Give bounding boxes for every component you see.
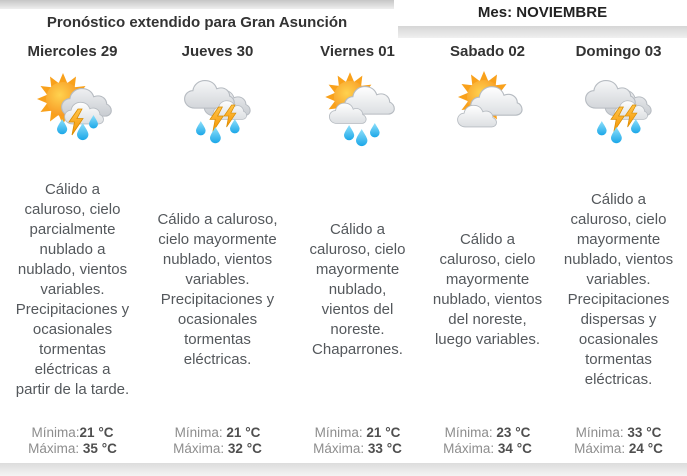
min-temp-line: Mínima: 23 °C: [443, 425, 532, 441]
forecast-description: Cálido a caluroso, cielo mayormente nubl…: [157, 211, 278, 368]
min-temp-line: Mínima: 21 °C: [313, 425, 402, 441]
max-temp-line: Máxima: 35 °C: [28, 441, 117, 457]
forecast-column: Domingo 03 Cálido a caluroso, cielo mayo…: [550, 40, 687, 463]
forecast-column: Sabado 02 Cálido a caluroso, cielo mayor…: [425, 40, 550, 463]
max-temp-line: Máxima: 34 °C: [443, 441, 532, 457]
max-temp-value: 24 °C: [628, 441, 663, 456]
month-label: Mes: NOVIEMBRE: [477, 4, 608, 21]
min-temp-value: 21 °C: [366, 425, 401, 440]
min-temp-value: 33 °C: [627, 425, 662, 440]
forecast-column: Miercoles 29 Cálido a caluroso, cielo pa…: [0, 40, 145, 463]
sun-clouds-lightning-rain-icon: [32, 67, 114, 155]
sun-clouds-rain-icon: [317, 67, 399, 155]
min-temp-line: Mínima: 33 °C: [574, 425, 663, 441]
min-temp-value: 21 °C: [79, 425, 114, 440]
max-temp-label: Máxima:: [574, 441, 629, 456]
forecast-column: Viernes 01 Cálido a caluroso, cielo mayo…: [290, 40, 425, 463]
day-name: Viernes 01: [320, 43, 395, 60]
header-row: Pronóstico extendido para Gran Asunción …: [0, 0, 687, 40]
day-name: Miercoles 29: [27, 43, 118, 60]
forecast-description: Cálido a caluroso, cielo mayormente nubl…: [309, 221, 406, 358]
min-temp-label: Mínima:: [444, 425, 497, 440]
forecast-description: Cálido a caluroso, cielo parcialmente nu…: [15, 181, 130, 398]
forecast-columns: Miercoles 29 Cálido a caluroso, cielo pa…: [0, 40, 687, 463]
temperature-block: Mínima: 21 °C Máxima: 33 °C: [313, 425, 402, 463]
max-temp-label: Máxima:: [313, 441, 368, 456]
description-wrap: Cálido a caluroso, cielo parcialmente nu…: [16, 155, 130, 425]
sun-clouds-icon: [447, 67, 529, 155]
max-temp-value: 33 °C: [367, 441, 402, 456]
bottom-band: [0, 463, 687, 476]
max-temp-label: Máxima:: [443, 441, 498, 456]
temperature-block: Mínima: 23 °C Máxima: 34 °C: [443, 425, 532, 463]
min-temp-line: Mínima:21 °C: [28, 425, 117, 441]
min-temp-value: 21 °C: [226, 425, 261, 440]
min-temp-line: Mínima: 21 °C: [173, 425, 262, 441]
page-title: Pronóstico extendido para Gran Asunción: [46, 14, 348, 31]
max-temp-line: Máxima: 24 °C: [574, 441, 663, 457]
day-name: Domingo 03: [575, 43, 662, 60]
min-temp-label: Mínima:: [575, 425, 628, 440]
description-wrap: Cálido a caluroso, cielo mayormente nubl…: [308, 155, 408, 425]
max-temp-line: Máxima: 32 °C: [173, 441, 262, 457]
header-shade-left: [0, 0, 394, 9]
max-temp-label: Máxima:: [173, 441, 228, 456]
min-temp-label: Mínima:: [314, 425, 367, 440]
temperature-block: Mínima:21 °C Máxima: 35 °C: [28, 425, 117, 463]
forecast-column: Jueves 30 Cálido a caluroso, cielo mayor…: [145, 40, 290, 463]
max-temp-value: 35 °C: [82, 441, 117, 456]
clouds-lightning-rain-icon: [578, 67, 660, 155]
max-temp-line: Máxima: 33 °C: [313, 441, 402, 457]
header-shade-right: [398, 26, 687, 38]
max-temp-label: Máxima:: [28, 441, 83, 456]
temperature-block: Mínima: 21 °C Máxima: 32 °C: [173, 425, 262, 463]
forecast-description: Cálido a caluroso, cielo mayormente nubl…: [432, 231, 543, 348]
description-wrap: Cálido a caluroso, cielo mayormente nubl…: [433, 155, 543, 425]
day-name: Sabado 02: [449, 43, 526, 60]
day-name: Jueves 30: [181, 43, 254, 60]
clouds-lightning-rain-icon: [177, 67, 259, 155]
description-wrap: Cálido a caluroso, cielo mayormente nubl…: [151, 155, 285, 425]
page-title-cell: Pronóstico extendido para Gran Asunción: [0, 0, 394, 40]
min-temp-label: Mínima:: [31, 425, 80, 440]
max-temp-value: 32 °C: [227, 441, 262, 456]
min-temp-value: 23 °C: [496, 425, 531, 440]
max-temp-value: 34 °C: [497, 441, 532, 456]
description-wrap: Cálido a caluroso, cielo mayormente nubl…: [561, 155, 677, 425]
temperature-block: Mínima: 33 °C Máxima: 24 °C: [574, 425, 663, 463]
forecast-description: Cálido a caluroso, cielo mayormente nubl…: [563, 191, 674, 388]
min-temp-label: Mínima:: [174, 425, 227, 440]
month-cell: Mes: NOVIEMBRE: [398, 0, 687, 40]
